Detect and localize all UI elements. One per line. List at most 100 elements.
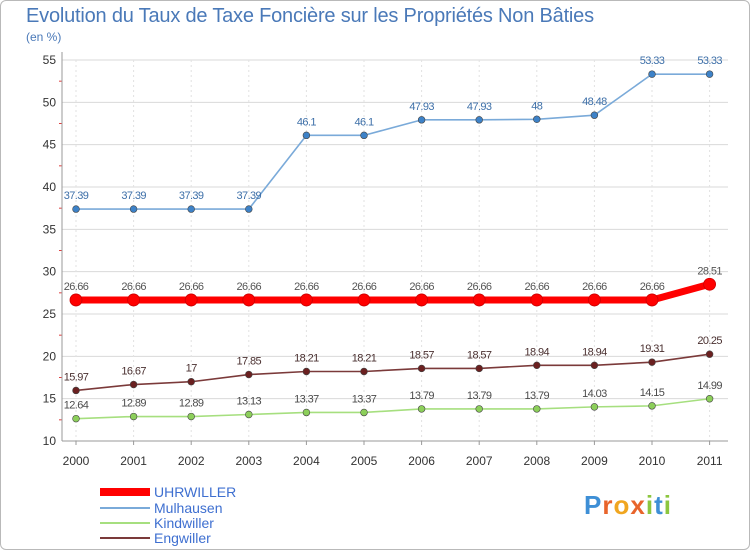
data-label-engwiller: 18.94: [525, 346, 550, 358]
data-label-engwiller: 16.67: [121, 366, 146, 378]
data-point-mulhausen: [302, 131, 311, 140]
x-tick-label: 2000: [63, 454, 90, 468]
legend-label-engwiller: Engwiller: [154, 530, 211, 546]
data-point-kindwiller: [590, 403, 599, 411]
series-line-engwiller: [75, 353, 711, 392]
data-label-kindwiller: 13.13: [237, 395, 262, 407]
data-label-engwiller: 18.21: [294, 352, 319, 364]
data-label-uhrwiller: 26.66: [237, 281, 262, 293]
data-point-mulhausen: [705, 70, 714, 78]
data-point-mulhausen: [72, 205, 80, 213]
data-point-mulhausen: [533, 115, 541, 123]
data-label-mulhausen: 46.1: [297, 116, 316, 128]
data-label-engwiller: 18.57: [409, 349, 434, 361]
data-point-engwiller: [533, 361, 541, 370]
y-tick-label: 50: [43, 95, 57, 109]
data-label-uhrwiller: 26.66: [64, 281, 89, 293]
data-label-uhrwiller: 26.66: [352, 281, 377, 293]
data-point-uhrwiller: [357, 293, 371, 307]
data-label-kindwiller: 13.37: [352, 393, 377, 405]
data-label-uhrwiller: 26.66: [121, 281, 146, 293]
data-point-mulhausen: [245, 205, 253, 213]
data-label-mulhausen: 53.33: [697, 55, 722, 67]
data-point-mulhausen: [475, 116, 483, 124]
data-label-kindwiller: 13.79: [409, 390, 434, 402]
data-point-kindwiller: [475, 405, 483, 413]
data-point-mulhausen: [129, 205, 138, 213]
data-point-kindwiller: [417, 405, 426, 413]
data-point-kindwiller: [648, 402, 656, 410]
data-point-uhrwiller: [415, 293, 429, 307]
data-label-mulhausen: 37.39: [64, 190, 89, 202]
data-label-kindwiller: 14.03: [582, 388, 607, 400]
x-tick-label: 2009: [581, 454, 608, 468]
data-label-mulhausen: 37.39: [237, 190, 262, 202]
data-label-engwiller: 17.85: [237, 356, 262, 368]
x-tick-label: 2006: [408, 454, 435, 468]
data-point-engwiller: [187, 378, 195, 386]
data-label-kindwiller: 12.89: [121, 398, 146, 410]
y-tick-label: 15: [43, 392, 57, 406]
data-label-uhrwiller: 26.66: [525, 281, 550, 293]
data-label-engwiller: 18.57: [467, 349, 492, 361]
data-point-engwiller: [360, 367, 368, 376]
y-tick-label: 35: [43, 222, 57, 236]
data-label-uhrwiller: 26.66: [294, 281, 319, 293]
x-tick-label: 2008: [523, 454, 550, 468]
data-point-engwiller: [475, 364, 483, 373]
data-label-engwiller: 17: [186, 363, 198, 375]
data-point-uhrwiller: [69, 293, 83, 307]
legend-label-mulhausen: Mulhausen: [154, 500, 223, 516]
data-point-mulhausen: [648, 70, 656, 78]
data-label-mulhausen: 48.48: [582, 96, 607, 108]
data-point-uhrwiller: [472, 293, 486, 307]
data-point-engwiller: [648, 358, 656, 366]
data-point-uhrwiller: [184, 293, 198, 307]
data-point-engwiller: [245, 370, 253, 379]
data-label-uhrwiller: 26.66: [409, 281, 434, 293]
data-point-engwiller: [705, 350, 714, 358]
chart-title: Evolution du Taux de Taxe Foncière sur l…: [26, 5, 594, 27]
data-point-uhrwiller: [299, 293, 313, 307]
x-tick-label: 2004: [293, 454, 320, 468]
data-point-kindwiller: [187, 412, 195, 421]
legend-label-kindwiller: Kindwiller: [154, 515, 214, 531]
series-line-mulhausen: [75, 73, 711, 210]
data-label-engwiller: 20.25: [697, 335, 722, 347]
data-label-uhrwiller: 26.66: [179, 281, 204, 293]
legend-label-uhrwiller: UHRWILLER: [154, 484, 236, 500]
x-tick-label: 2010: [639, 454, 666, 468]
data-label-kindwiller: 13.79: [467, 390, 492, 402]
data-point-engwiller: [302, 367, 311, 376]
data-point-mulhausen: [187, 205, 195, 213]
data-point-uhrwiller: [127, 293, 141, 307]
data-point-kindwiller: [533, 405, 541, 413]
data-point-uhrwiller: [645, 293, 659, 307]
data-label-mulhausen: 46.1: [354, 116, 373, 128]
x-tick-label: 2003: [235, 454, 262, 468]
y-tick-label: 30: [43, 265, 57, 279]
data-point-mulhausen: [590, 111, 599, 119]
y-tick-label: 40: [43, 180, 57, 194]
data-label-mulhausen: 37.39: [179, 190, 204, 202]
data-point-uhrwiller: [588, 293, 601, 307]
series-line-uhrwiller: [72, 280, 714, 304]
y-tick-label: 55: [43, 53, 57, 67]
data-label-uhrwiller: 26.66: [640, 281, 665, 293]
data-label-engwiller: 15.97: [64, 371, 89, 383]
y-tick-label: 10: [43, 434, 57, 448]
data-label-engwiller: 19.31: [640, 343, 665, 355]
data-point-kindwiller: [72, 414, 80, 423]
data-label-uhrwiller: 26.66: [582, 281, 607, 293]
data-point-kindwiller: [245, 410, 253, 419]
data-label-mulhausen: 37.39: [121, 190, 146, 202]
y-tick-label: 45: [43, 138, 57, 152]
data-label-engwiller: 18.21: [352, 352, 377, 364]
data-label-kindwiller: 14.99: [697, 380, 722, 392]
data-label-kindwiller: 12.64: [64, 400, 89, 412]
data-label-uhrwiller: 28.51: [697, 265, 722, 277]
series-line-kindwiller: [75, 397, 711, 420]
y-tick-label: 25: [43, 307, 57, 321]
x-tick-label: 2001: [120, 454, 147, 468]
